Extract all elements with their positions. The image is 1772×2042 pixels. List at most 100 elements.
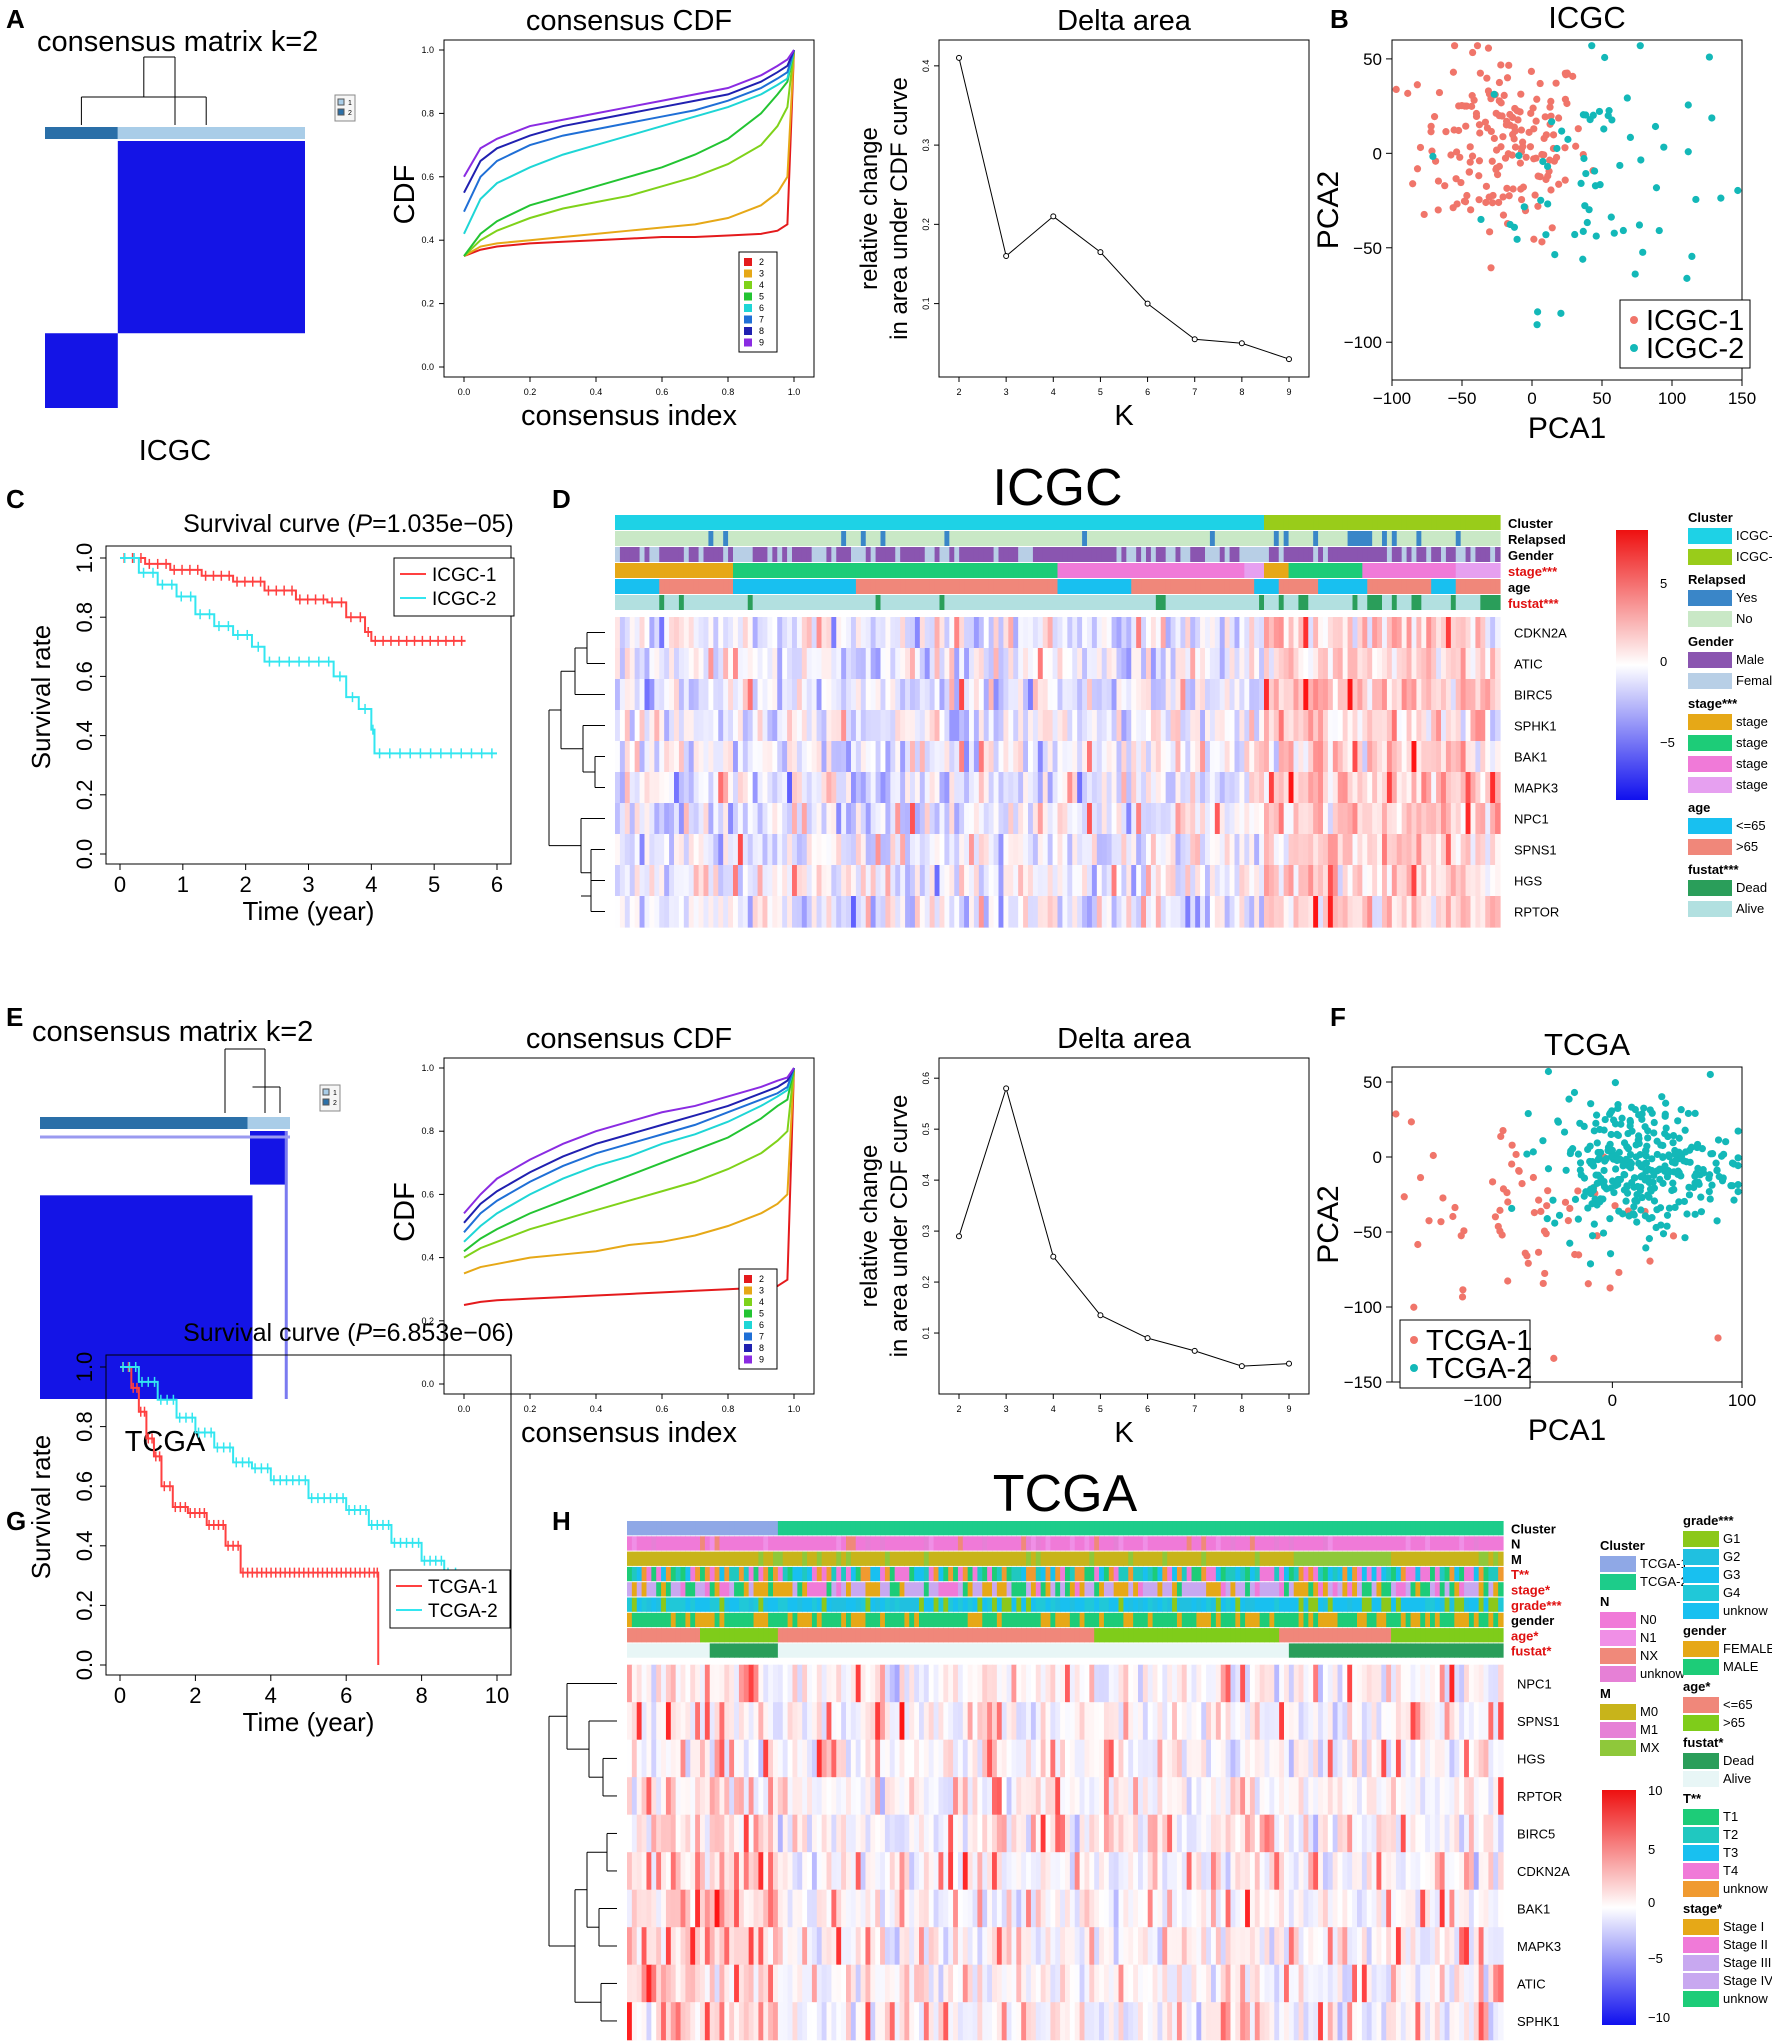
annotation-cell bbox=[1185, 531, 1191, 546]
annotation-cell bbox=[661, 1566, 667, 1582]
annotation-cell bbox=[821, 1536, 828, 1551]
annotation-cell bbox=[777, 595, 783, 610]
annotation-cell bbox=[1240, 1551, 1246, 1566]
heat-cell bbox=[1445, 741, 1452, 773]
annotation-cell bbox=[1475, 595, 1481, 610]
annotation-cell bbox=[718, 547, 724, 562]
annotation-cell bbox=[690, 1521, 696, 1536]
heat-cell bbox=[1150, 834, 1157, 866]
annotation-cell bbox=[1455, 563, 1462, 578]
annotation-cell bbox=[1116, 579, 1123, 594]
heat-cell bbox=[718, 710, 724, 742]
annotation-cell bbox=[855, 1521, 862, 1536]
annotation-cell bbox=[816, 1582, 823, 1597]
heat-cell bbox=[1352, 834, 1359, 866]
annotation-cell bbox=[661, 1536, 667, 1551]
annotation-cell bbox=[688, 563, 695, 578]
annotation-cell bbox=[1215, 1521, 1222, 1536]
heat-cell bbox=[1293, 617, 1300, 649]
annotation-cell bbox=[1219, 515, 1226, 530]
annotation-cell bbox=[807, 1551, 813, 1566]
heat-cell bbox=[880, 617, 887, 649]
annotation-cell bbox=[993, 515, 1000, 530]
annotation-label: Cluster bbox=[1508, 516, 1553, 531]
annotation-cell bbox=[619, 595, 626, 610]
heat-cell bbox=[816, 865, 823, 897]
annotation-cell bbox=[1274, 1566, 1280, 1582]
annotation-cell bbox=[826, 1521, 832, 1536]
heat-cell bbox=[1096, 896, 1103, 928]
heat-cell bbox=[1180, 679, 1186, 711]
annotation-cell bbox=[674, 595, 680, 610]
annotation-cell bbox=[1352, 1566, 1358, 1582]
heat-cell bbox=[1018, 896, 1024, 928]
pca-point-TCGA-2 bbox=[1576, 1166, 1584, 1174]
annotation-cell bbox=[914, 531, 921, 546]
legend-swatch bbox=[744, 315, 752, 324]
heat-cell bbox=[811, 710, 818, 742]
annotation-cell bbox=[1211, 1536, 1217, 1551]
heat-cell bbox=[1342, 772, 1349, 804]
colorbar bbox=[1616, 530, 1648, 800]
heat-cell bbox=[870, 834, 877, 866]
annotation-cell bbox=[1195, 595, 1201, 610]
heat-cell bbox=[619, 803, 626, 835]
annotation-cell bbox=[1313, 1536, 1319, 1551]
heat-cell bbox=[1264, 648, 1270, 680]
annotation-cell bbox=[1040, 1551, 1047, 1566]
legend-item-label: stage II bbox=[1736, 735, 1772, 750]
annotation-cell bbox=[1362, 579, 1368, 594]
heat-cell bbox=[1470, 865, 1477, 897]
pca-point-TCGA-2 bbox=[1626, 1150, 1635, 1159]
annotation-cell bbox=[1347, 515, 1354, 530]
heat-cell bbox=[1160, 834, 1167, 866]
annotation-cell bbox=[1060, 1536, 1066, 1551]
heat-cell bbox=[664, 803, 670, 835]
heat-cell bbox=[1303, 741, 1309, 773]
heat-cell bbox=[742, 710, 749, 742]
annotation-cell bbox=[1138, 1551, 1144, 1566]
pca-point-TCGA-2 bbox=[1574, 1150, 1583, 1158]
annotation-cell bbox=[801, 515, 808, 530]
delta-line bbox=[958, 57, 1290, 360]
annotation-cell bbox=[1421, 531, 1427, 546]
heat-cell bbox=[703, 834, 710, 866]
legend-item-label: stage I bbox=[1736, 714, 1772, 729]
heat-cell bbox=[1087, 679, 1093, 711]
annotation-cell bbox=[1303, 563, 1309, 578]
annotation-cell bbox=[1136, 515, 1142, 530]
annotation-cell bbox=[1416, 547, 1422, 562]
pca-point-TCGA-2 bbox=[1610, 1116, 1618, 1124]
heat-cell bbox=[639, 803, 646, 835]
annotation-cell bbox=[757, 563, 764, 578]
heat-cell bbox=[905, 865, 911, 897]
heat-cell bbox=[1391, 803, 1398, 835]
pca-point-TCGA-2 bbox=[1691, 1172, 1699, 1180]
pca-point-TCGA-2 bbox=[1734, 1181, 1742, 1189]
pca-point-TCGA-2 bbox=[1634, 1182, 1642, 1191]
annotation-cell bbox=[619, 563, 626, 578]
annotation-cell bbox=[792, 1521, 798, 1536]
annotation-cell bbox=[875, 563, 882, 578]
annotation-cell bbox=[1421, 563, 1427, 578]
heat-cell bbox=[1072, 710, 1078, 742]
heat-cell bbox=[895, 896, 901, 928]
annotation-cell bbox=[1244, 579, 1250, 594]
annotation-cell bbox=[1103, 1521, 1110, 1536]
heat-cell bbox=[1062, 617, 1068, 649]
heat-cell bbox=[713, 803, 719, 835]
heat-cell bbox=[1337, 865, 1344, 897]
heat-cell bbox=[708, 648, 714, 680]
annotation-cell bbox=[939, 563, 946, 578]
annotation-cell bbox=[792, 515, 798, 530]
heat-cell bbox=[1495, 803, 1501, 835]
heat-cell bbox=[718, 865, 724, 897]
pca-point-TCGA-1 bbox=[1524, 1259, 1532, 1267]
heat-cell bbox=[905, 803, 911, 835]
annotation-cell bbox=[996, 1551, 1003, 1566]
pca-point-TCGA-1 bbox=[1499, 1127, 1507, 1135]
heat-cell bbox=[792, 865, 798, 897]
annotation-cell bbox=[969, 563, 975, 578]
heat-cell bbox=[1121, 648, 1127, 680]
heat-cell bbox=[1431, 834, 1437, 866]
